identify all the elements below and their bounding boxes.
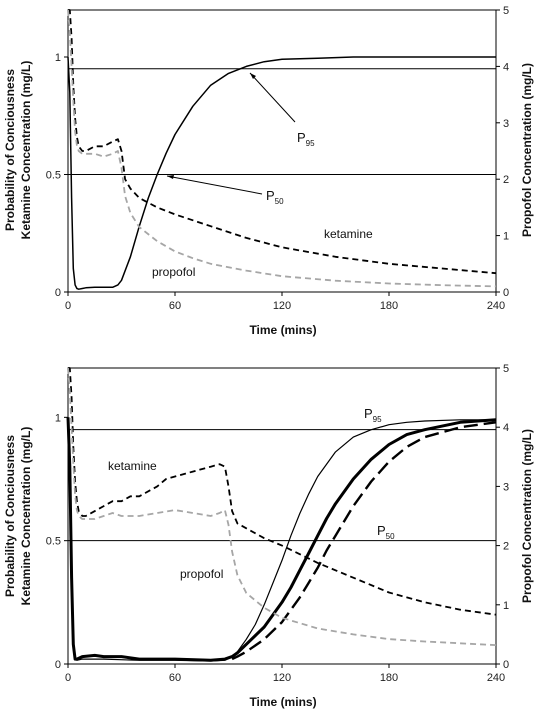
bottom-ketamine-label: ketamine — [108, 459, 157, 473]
top-p95-label: P95 — [297, 130, 315, 148]
bottom-propofol-label: propofol — [180, 567, 223, 581]
bottom-y2-tick-label-4: 4 — [503, 422, 509, 434]
bottom-x-tick-label-180: 180 — [380, 672, 398, 684]
top-y2-tick-label-0: 0 — [503, 287, 509, 299]
top-p50-arrowhead — [167, 175, 174, 179]
bottom-y-axis-label-line2: Ketamine Concentration (mg/L) — [19, 427, 33, 606]
bottom-series-1-line — [66, 417, 497, 662]
top-p50-label: P50 — [266, 188, 284, 206]
top-series-2-line — [67, 9, 497, 288]
bottom-y2-tick-label-3: 3 — [503, 481, 509, 493]
top-y2-tick-label-1: 1 — [503, 231, 509, 243]
top-y2-tick-label-3: 3 — [503, 118, 509, 130]
bottom-series-4-line — [67, 367, 497, 646]
bottom-p50-label: P50 — [377, 523, 395, 541]
top-y2-tick-label-2: 2 — [503, 174, 509, 186]
bottom-x-tick-label-240: 240 — [487, 672, 505, 684]
bottom-y2-tick-label-1: 1 — [503, 600, 509, 612]
bottom-y-axis-label-line1: Probability of Conciousness — [3, 435, 17, 597]
top-y-tick-label-0.5: 0.5 — [46, 170, 61, 182]
top-ketamine-label: ketamine — [324, 227, 373, 241]
top-series-0-line — [67, 56, 496, 290]
top-y-axis-label-line1: Probability of Conciousness — [3, 69, 17, 231]
bottom-y2-tick-label-0: 0 — [503, 659, 509, 671]
bottom-y-tick-label-1: 1 — [55, 412, 61, 424]
bottom-x-tick-label-0: 0 — [65, 672, 71, 684]
top-x-axis-label: Time (mins) — [249, 323, 316, 337]
top-x-tick-label-120: 120 — [273, 300, 291, 312]
top-series-1-line — [68, 9, 497, 275]
bottom-y2-tick-label-2: 2 — [503, 541, 509, 553]
top-y2-tick-label-4: 4 — [503, 61, 509, 73]
top-x-tick-label-0: 0 — [65, 300, 71, 312]
bottom-y2-tick-label-5: 5 — [503, 363, 509, 375]
top-y2-tick-label-5: 5 — [503, 5, 509, 17]
top-y-axis-label-line2: Ketamine Concentration (mg/L) — [19, 61, 33, 240]
top-y-tick-label-1: 1 — [55, 52, 61, 64]
bottom-p95-label: P95 — [364, 406, 382, 424]
bottom-series-2-line — [231, 421, 497, 661]
top-y-tick-label-0: 0 — [55, 287, 61, 299]
bottom-y2-axis-label: Propofol Concentration (mg/L) — [520, 429, 534, 603]
top-p95-arrow — [249, 72, 296, 123]
top-propofol-label: propofol — [152, 265, 195, 279]
bottom-series-3-line — [68, 367, 497, 616]
bottom-series-0-line — [67, 417, 496, 662]
top-x-tick-label-180: 180 — [380, 300, 398, 312]
bottom-x-tick-label-120: 120 — [273, 672, 291, 684]
bottom-x-axis-label: Time (mins) — [249, 695, 316, 709]
top-p95-arrowhead — [250, 73, 256, 79]
bottom-y-tick-label-0.5: 0.5 — [46, 536, 61, 548]
top-p50-arrow — [166, 175, 263, 195]
top-y2-axis-label: Propofol Concentration (mg/L) — [520, 63, 534, 237]
top-x-tick-label-240: 240 — [487, 300, 505, 312]
top-x-tick-label-60: 60 — [169, 300, 181, 312]
bottom-y-tick-label-0: 0 — [55, 659, 61, 671]
bottom-x-tick-label-60: 60 — [169, 672, 181, 684]
